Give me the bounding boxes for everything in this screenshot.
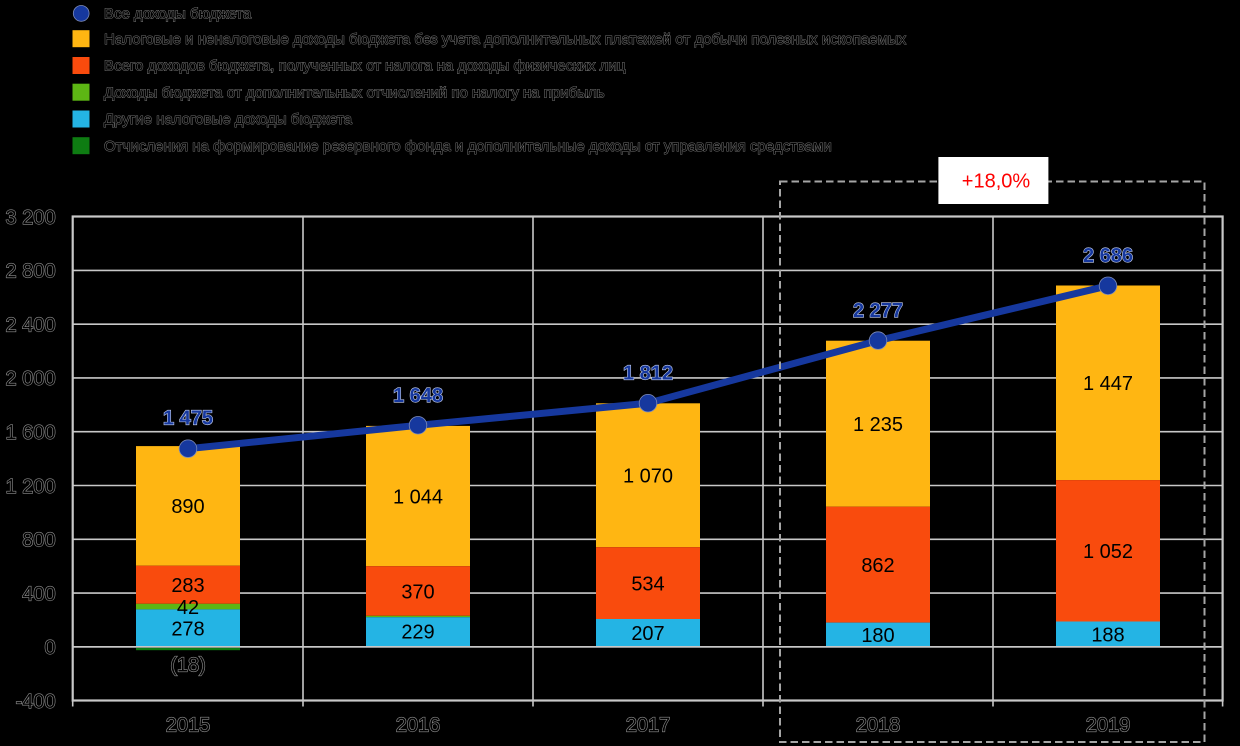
svg-text:1 812: 1 812 bbox=[623, 363, 673, 385]
svg-text:42: 42 bbox=[177, 597, 199, 619]
svg-text:1 044: 1 044 bbox=[393, 486, 443, 508]
svg-text:Всего доходов бюджета, получен: Всего доходов бюджета, полученных от нал… bbox=[104, 58, 626, 75]
svg-text:283: 283 bbox=[171, 575, 204, 597]
svg-text:2018: 2018 bbox=[856, 715, 901, 737]
svg-text:862: 862 bbox=[861, 555, 894, 577]
svg-text:890: 890 bbox=[171, 496, 204, 518]
svg-text:Все доходы бюджета: Все доходы бюджета bbox=[104, 5, 252, 22]
svg-text:2017: 2017 bbox=[626, 715, 671, 737]
svg-text:2015: 2015 bbox=[166, 715, 211, 737]
svg-text:Доходы бюджета от дополнительн: Доходы бюджета от дополнительных отчисле… bbox=[104, 84, 605, 101]
svg-text:180: 180 bbox=[861, 625, 894, 647]
svg-text:-400: -400 bbox=[16, 691, 56, 713]
svg-text:800: 800 bbox=[22, 530, 55, 552]
svg-text:1 235: 1 235 bbox=[853, 414, 903, 436]
svg-text:2019: 2019 bbox=[1086, 715, 1131, 737]
svg-text:370: 370 bbox=[401, 581, 434, 603]
svg-text:278: 278 bbox=[171, 618, 204, 640]
svg-text:2 000: 2 000 bbox=[6, 368, 56, 390]
svg-text:0: 0 bbox=[44, 637, 55, 659]
svg-text:1 600: 1 600 bbox=[6, 422, 56, 444]
svg-text:400: 400 bbox=[22, 583, 55, 605]
svg-text:207: 207 bbox=[631, 623, 664, 645]
svg-text:2 400: 2 400 bbox=[6, 315, 56, 337]
svg-text:Другие налоговые доходы бюджет: Другие налоговые доходы бюджета bbox=[104, 111, 353, 128]
svg-text:188: 188 bbox=[1091, 625, 1124, 647]
svg-text:1 447: 1 447 bbox=[1083, 373, 1133, 395]
svg-text:1 052: 1 052 bbox=[1083, 541, 1133, 563]
svg-text:534: 534 bbox=[631, 573, 664, 595]
svg-text:2 686: 2 686 bbox=[1083, 245, 1133, 267]
svg-text:2 800: 2 800 bbox=[6, 261, 56, 283]
svg-text:229: 229 bbox=[401, 622, 434, 644]
svg-text:(18): (18) bbox=[170, 655, 206, 677]
svg-text:Отчисления на формирование рез: Отчисления на формирование резервного фо… bbox=[104, 138, 832, 155]
svg-text:1 648: 1 648 bbox=[393, 385, 443, 407]
svg-text:Налоговые и неналоговые доходы: Налоговые и неналоговые доходы бюджета б… bbox=[104, 31, 907, 48]
svg-text:1 475: 1 475 bbox=[163, 408, 213, 430]
svg-text:1 200: 1 200 bbox=[6, 476, 56, 498]
svg-text:+18,0%: +18,0% bbox=[962, 171, 1031, 193]
svg-text:3 200: 3 200 bbox=[6, 207, 56, 229]
svg-text:2016: 2016 bbox=[396, 715, 441, 737]
svg-text:2 277: 2 277 bbox=[853, 300, 903, 322]
svg-text:1 070: 1 070 bbox=[623, 466, 673, 488]
